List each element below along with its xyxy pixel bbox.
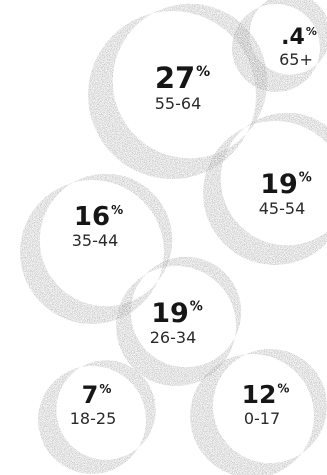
value-label-45-54: 19 bbox=[260, 169, 298, 200]
data-labels: .4 % 65+ 27 % 55-64 19 % 45-54 16 % 35-44 19 % 26-34 7%… bbox=[70, 25, 317, 428]
category-label-18-25: 18-25 bbox=[70, 409, 117, 428]
crescent-0-17 bbox=[190, 349, 327, 475]
value-label-18-25: 7 bbox=[82, 381, 99, 409]
category-label-65: 65+ bbox=[279, 50, 313, 69]
percent-sign-45-54: % bbox=[299, 171, 312, 186]
percent-sign-65: % bbox=[306, 25, 317, 38]
category-label-45-54: 45-54 bbox=[259, 199, 306, 218]
category-label-35-44: 35-44 bbox=[72, 231, 119, 250]
crescent-18-25 bbox=[38, 360, 156, 474]
percent-sign-0-17: % bbox=[277, 382, 289, 396]
percent-sign-18-25: % bbox=[99, 382, 111, 396]
percent-sign-35-44: % bbox=[111, 203, 123, 217]
percent-sign-55-64: % bbox=[196, 64, 210, 80]
crescent-45-54 bbox=[203, 112, 327, 265]
crescent-26-34 bbox=[116, 256, 242, 386]
category-label-0-17: 0-17 bbox=[244, 409, 280, 428]
category-label-55-64: 55-64 bbox=[155, 94, 202, 113]
crescent-55-64 bbox=[88, 3, 268, 180]
value-label-0-17: 12 bbox=[242, 380, 277, 409]
crescent-35-44 bbox=[20, 173, 173, 324]
category-label-26-34: 26-34 bbox=[150, 328, 197, 347]
value-label-35-44: 16 bbox=[74, 202, 110, 232]
crescent-shapes bbox=[20, 0, 327, 475]
value-label-65: .4 bbox=[281, 25, 305, 50]
value-label-55-64: 27 bbox=[155, 61, 195, 95]
value-label-26-34: 19 bbox=[151, 298, 189, 329]
percent-sign-26-34: % bbox=[190, 300, 203, 315]
